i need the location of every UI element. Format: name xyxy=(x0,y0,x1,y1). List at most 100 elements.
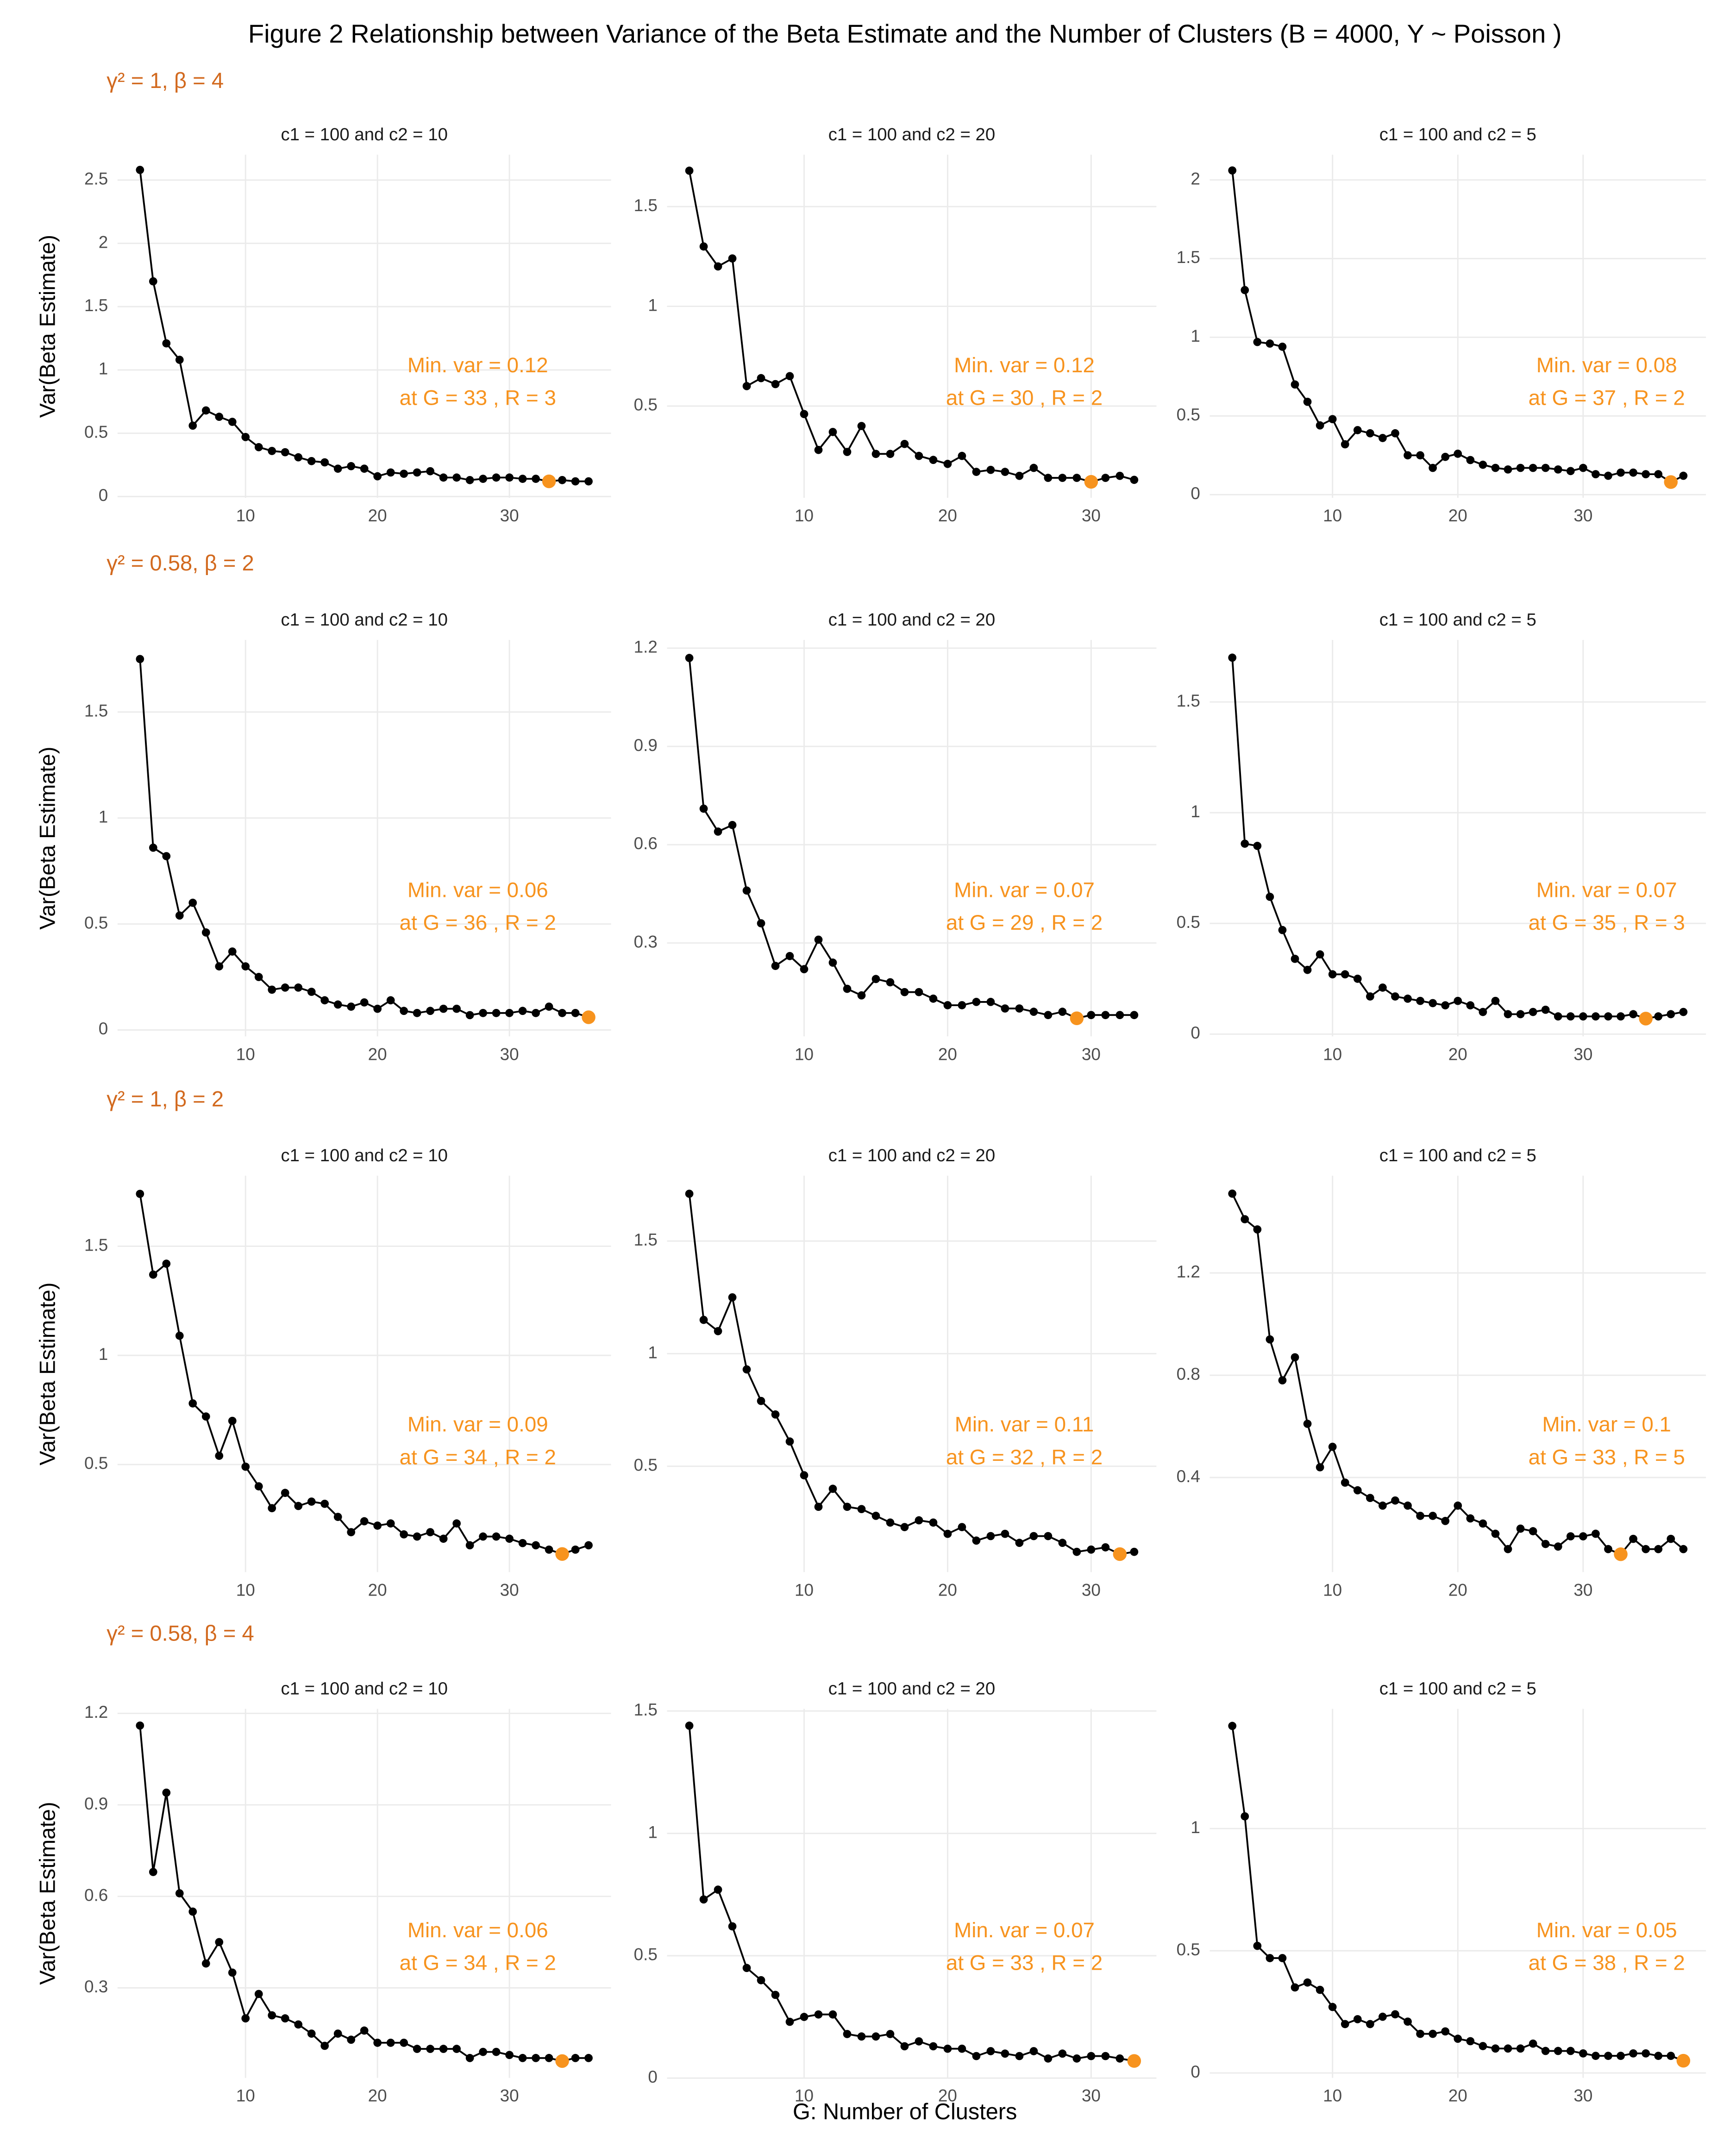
data-point xyxy=(1266,1954,1274,1962)
data-point xyxy=(241,433,250,441)
data-point xyxy=(685,654,694,662)
data-point xyxy=(360,1517,369,1526)
panel-title: c1 = 100 and c2 = 5 xyxy=(1379,1678,1536,1698)
data-point xyxy=(685,1189,694,1198)
data-point xyxy=(1529,2039,1537,2048)
data-point xyxy=(1044,1011,1053,1020)
data-point xyxy=(1604,1012,1612,1021)
data-point xyxy=(1604,2052,1612,2060)
data-point xyxy=(800,410,808,419)
data-point xyxy=(828,958,837,967)
data-point xyxy=(972,2052,981,2060)
data-point xyxy=(571,1008,580,1017)
data-point xyxy=(1541,2047,1550,2055)
data-point xyxy=(943,1001,952,1009)
min-point xyxy=(1614,1547,1628,1561)
data-point xyxy=(1466,456,1475,464)
data-point xyxy=(1015,1539,1024,1547)
data-point xyxy=(1566,1532,1575,1540)
y-axis-label: Var(Beta Estimate) xyxy=(36,235,60,418)
data-point xyxy=(699,1895,708,1904)
data-point xyxy=(958,1001,966,1009)
y-tick-label: 1.5 xyxy=(84,296,108,315)
y-tick-label: 0.4 xyxy=(1177,1467,1200,1486)
data-point xyxy=(465,1541,474,1550)
data-point xyxy=(1554,465,1562,474)
data-point xyxy=(505,1008,514,1017)
data-point xyxy=(1291,1353,1299,1362)
data-point xyxy=(1416,1512,1424,1520)
data-point xyxy=(1228,166,1237,175)
data-point xyxy=(871,450,880,458)
data-point xyxy=(871,975,880,983)
data-point xyxy=(1001,2049,1009,2058)
data-point xyxy=(1617,1012,1625,1021)
data-point xyxy=(281,1489,289,1497)
data-point xyxy=(1629,468,1637,477)
data-point xyxy=(149,1270,157,1279)
data-point xyxy=(1617,2052,1625,2060)
data-point xyxy=(307,1497,316,1506)
y-tick-label: 1.5 xyxy=(84,1235,108,1254)
data-point xyxy=(814,1502,823,1511)
data-point xyxy=(373,472,382,481)
data-point xyxy=(1554,2047,1562,2055)
data-point xyxy=(714,1885,722,1894)
data-point xyxy=(1278,926,1287,934)
y-tick-label: 0.6 xyxy=(634,834,658,853)
y-tick-label: 0.9 xyxy=(634,736,658,755)
data-point xyxy=(584,477,593,486)
data-point xyxy=(281,2014,289,2023)
data-point xyxy=(1529,1527,1537,1535)
data-point xyxy=(757,1976,765,1984)
data-point xyxy=(857,1505,866,1514)
x-tick-label: 30 xyxy=(500,2086,519,2105)
panel-title: c1 = 100 and c2 = 10 xyxy=(281,1146,447,1165)
data-point xyxy=(201,928,210,937)
data-point xyxy=(241,2014,250,2023)
data-point xyxy=(828,428,837,436)
data-point xyxy=(800,1471,808,1480)
data-point xyxy=(1015,1004,1024,1013)
data-point xyxy=(915,1516,923,1525)
data-point xyxy=(1072,2054,1081,2063)
data-point xyxy=(360,2026,369,2035)
annotation: Min. var = 0.07 xyxy=(954,1918,1095,1942)
data-point xyxy=(1454,1501,1462,1510)
data-point xyxy=(400,1530,408,1539)
data-point xyxy=(201,1412,210,1421)
data-point xyxy=(1441,1001,1450,1010)
min-point xyxy=(1084,475,1098,489)
data-point xyxy=(188,898,197,907)
data-point xyxy=(518,1007,527,1015)
y-tick-label: 0 xyxy=(1191,2062,1200,2081)
data-point xyxy=(1554,1012,1562,1021)
data-point xyxy=(1541,1005,1550,1014)
data-point xyxy=(1366,429,1374,438)
data-point xyxy=(728,821,737,829)
data-point xyxy=(188,421,197,430)
data-point xyxy=(986,1532,995,1540)
data-point xyxy=(492,1532,501,1541)
data-point xyxy=(1391,992,1399,1001)
data-point xyxy=(532,1541,540,1550)
x-tick-label: 10 xyxy=(795,1045,814,1064)
data-point xyxy=(699,242,708,251)
data-point xyxy=(136,166,144,174)
data-point xyxy=(1592,1529,1600,1538)
y-tick-label: 0.3 xyxy=(634,932,658,951)
data-point xyxy=(785,372,794,381)
x-tick-label: 20 xyxy=(1448,506,1467,525)
data-point xyxy=(1303,397,1312,406)
x-tick-label: 10 xyxy=(795,2086,814,2105)
data-point xyxy=(162,852,171,860)
data-point xyxy=(1241,1812,1249,1821)
x-tick-label: 10 xyxy=(236,1045,255,1064)
data-point xyxy=(1404,995,1412,1003)
data-point xyxy=(714,1327,722,1335)
data-point xyxy=(929,994,938,1003)
data-point xyxy=(771,380,780,388)
y-axis-label: Var(Beta Estimate) xyxy=(36,1802,60,1984)
data-point xyxy=(1044,474,1053,482)
